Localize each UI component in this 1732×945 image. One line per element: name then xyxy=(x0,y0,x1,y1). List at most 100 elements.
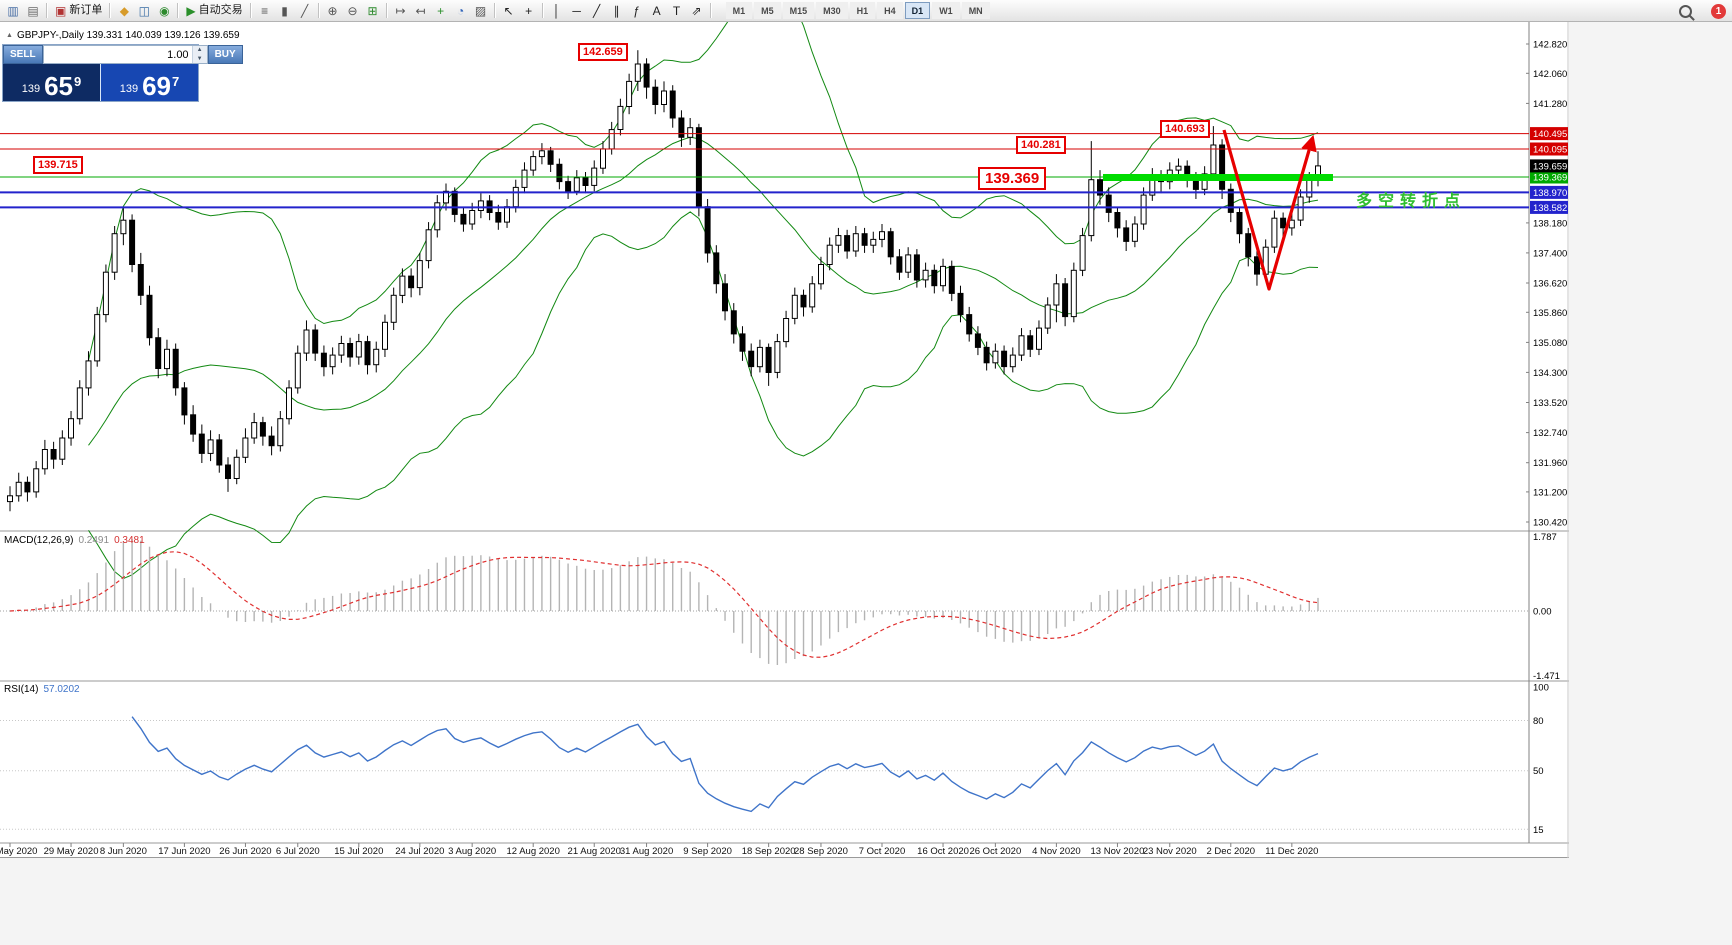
date-label[interactable]: 11 Dec 2020 xyxy=(1265,846,1318,857)
price-tag: 139.659 xyxy=(1533,161,1567,172)
line-chart-button[interactable]: ╱ xyxy=(295,2,315,20)
rsi-indicator-label: RSI(14) 57.0202 xyxy=(4,684,80,695)
sell-price-button[interactable]: 139 65 9 xyxy=(3,64,100,101)
notification-badge[interactable]: 1 xyxy=(1711,3,1726,19)
new-order-button[interactable]: ▣ 新订单 xyxy=(51,2,106,20)
candlestick-chart-icon: ▮ xyxy=(281,3,288,18)
horizontal-lines-layer[interactable] xyxy=(0,133,1529,209)
timeframe-m30-button[interactable]: M30 xyxy=(816,2,848,19)
text-button[interactable]: A xyxy=(647,2,667,20)
equidistant-channel-button[interactable]: ∥ xyxy=(607,2,627,20)
date-label[interactable]: 18 Sep 2020 xyxy=(742,846,796,857)
price-annotation-box[interactable]: 139.369 xyxy=(978,167,1047,190)
timeframe-h1-button[interactable]: H1 xyxy=(849,2,876,19)
chart-canvas[interactable]: 142.820 142.060 141.280 138.180 137.400 136.6… xyxy=(0,22,1569,858)
cursor-icon: ↖ xyxy=(503,3,514,18)
date-label[interactable]: 6 Jul 2020 xyxy=(276,846,320,857)
timeframe-h4-button[interactable]: H4 xyxy=(877,2,903,19)
date-label[interactable]: 3 Aug 2020 xyxy=(448,846,496,857)
toolbar-separator xyxy=(109,3,112,18)
chart-shift-button[interactable]: ↤ xyxy=(411,2,431,20)
horizontal-line-button[interactable]: ─ xyxy=(567,2,587,20)
date-label[interactable]: 20 May 2020 xyxy=(0,846,37,857)
date-label[interactable]: 31 Aug 2020 xyxy=(620,846,673,857)
data-window-button[interactable]: ◫ xyxy=(134,2,154,20)
date-label[interactable]: 4 Nov 2020 xyxy=(1032,846,1081,857)
toolbar-button-group: ▥ ▤ ▣ 新订单 ◆ ◫ ◉ ▶ 自动交易 ≡ ▮ ╱ ⊕ ⊖ ⊞ ↦ ↤ + ◔ ▨ ↖ + │ ─ ╱ ∥ ƒ A T ⇗ xyxy=(3,2,707,20)
date-label[interactable]: 16 Oct 2020 xyxy=(917,846,969,857)
timeframe-w1-button[interactable]: W1 xyxy=(932,2,960,19)
metaeditor-button[interactable]: ◆ xyxy=(114,2,134,20)
date-label[interactable]: 9 Sep 2020 xyxy=(683,846,732,857)
date-label[interactable]: 29 May 2020 xyxy=(44,846,99,857)
one-click-trading-panel: SELL ▲▼ BUY 139 65 9 139 69 7 xyxy=(2,44,243,102)
date-label[interactable]: 21 Aug 2020 xyxy=(568,846,621,857)
timeframe-m1-button[interactable]: M1 xyxy=(725,2,753,19)
buy-price-button[interactable]: 139 69 7 xyxy=(101,64,198,101)
chart-annotations-layer[interactable] xyxy=(1103,129,1333,291)
cursor-button[interactable]: ↖ xyxy=(499,2,519,20)
sell-price-prefix: 139 xyxy=(21,83,41,95)
date-label[interactable]: 13 Nov 2020 xyxy=(1091,846,1145,857)
auto-scroll-icon: ↦ xyxy=(395,3,406,18)
indicators-icon: + xyxy=(437,3,445,18)
price-tick-label: 132.740 xyxy=(1533,428,1567,439)
buy-button[interactable]: BUY xyxy=(207,45,243,64)
crosshair-button[interactable]: + xyxy=(519,2,539,20)
strategy-tester-button[interactable]: ◉ xyxy=(154,2,174,20)
date-label[interactable]: 12 Aug 2020 xyxy=(507,846,560,857)
zoom-in-icon: ⊕ xyxy=(327,3,338,18)
date-label[interactable]: 28 Sep 2020 xyxy=(794,846,848,857)
candlestick-chart-button[interactable]: ▮ xyxy=(275,2,295,20)
fibonacci-button[interactable]: ƒ xyxy=(627,2,647,20)
timeframe-d1-button[interactable]: D1 xyxy=(904,2,931,19)
macd-axis-label: -1.471 xyxy=(1533,671,1560,682)
timeframe-m5-button[interactable]: M5 xyxy=(754,2,781,19)
arrows-icon: ⇗ xyxy=(691,3,702,18)
price-annotation-box[interactable]: 140.693 xyxy=(1160,120,1210,138)
fibonacci-icon: ƒ xyxy=(633,3,640,18)
search-button[interactable] xyxy=(1671,1,1699,21)
price-annotation-box[interactable]: 140.281 xyxy=(1016,136,1066,154)
templates-button[interactable]: ▨ xyxy=(471,2,491,20)
volume-up-icon[interactable]: ▲ xyxy=(192,46,207,55)
volume-input[interactable] xyxy=(43,46,192,63)
trendline-button[interactable]: ╱ xyxy=(587,2,607,20)
autotrading-icon: ▶ xyxy=(186,3,196,18)
date-label[interactable]: 2 Dec 2020 xyxy=(1207,846,1256,857)
price-tag: 140.095 xyxy=(1533,145,1567,156)
zoom-in-button[interactable]: ⊕ xyxy=(323,2,343,20)
auto-scroll-button[interactable]: ↦ xyxy=(391,2,411,20)
indicators-button[interactable]: + xyxy=(431,2,451,20)
volume-stepper[interactable]: ▲ ▼ xyxy=(191,46,207,63)
profiles-button[interactable]: ▤ xyxy=(23,2,43,20)
periods-button[interactable]: ◔ xyxy=(451,2,471,20)
price-tick-label: 137.400 xyxy=(1533,248,1567,259)
price-axis-layer[interactable]: 142.820 142.060 141.280 138.180 137.400 136.6… xyxy=(0,40,1568,858)
tile-windows-button[interactable]: ⊞ xyxy=(363,2,383,20)
date-label[interactable]: 17 Jun 2020 xyxy=(158,846,210,857)
candles-layer xyxy=(7,50,1321,512)
timeframe-mn-button[interactable]: MN xyxy=(961,2,990,19)
date-label[interactable]: 23 Nov 2020 xyxy=(1143,846,1197,857)
date-label[interactable]: 26 Oct 2020 xyxy=(969,846,1021,857)
text-label-button[interactable]: T xyxy=(667,2,687,20)
vertical-line-button[interactable]: │ xyxy=(547,2,567,20)
date-label[interactable]: 8 Jun 2020 xyxy=(100,846,147,857)
bar-chart-icon: ≡ xyxy=(261,3,269,18)
bar-chart-button[interactable]: ≡ xyxy=(255,2,275,20)
timeframe-m15-button[interactable]: M15 xyxy=(782,2,815,19)
zoom-out-button[interactable]: ⊖ xyxy=(343,2,363,20)
sell-button[interactable]: SELL xyxy=(3,45,43,64)
templates-icon: ▨ xyxy=(474,3,487,18)
arrows-button[interactable]: ⇗ xyxy=(687,2,707,20)
date-label[interactable]: 26 Jun 2020 xyxy=(219,846,271,857)
price-annotation-box[interactable]: 142.659 xyxy=(578,43,628,61)
autotrading-button[interactable]: ▶ 自动交易 xyxy=(182,2,246,20)
date-label[interactable]: 24 Jul 2020 xyxy=(395,846,444,857)
date-label[interactable]: 15 Jul 2020 xyxy=(334,846,383,857)
volume-down-icon[interactable]: ▼ xyxy=(192,54,207,63)
new-chart-button[interactable]: ▥ xyxy=(3,2,23,20)
price-annotation-box[interactable]: 139.715 xyxy=(33,156,83,174)
date-label[interactable]: 7 Oct 2020 xyxy=(859,846,905,857)
